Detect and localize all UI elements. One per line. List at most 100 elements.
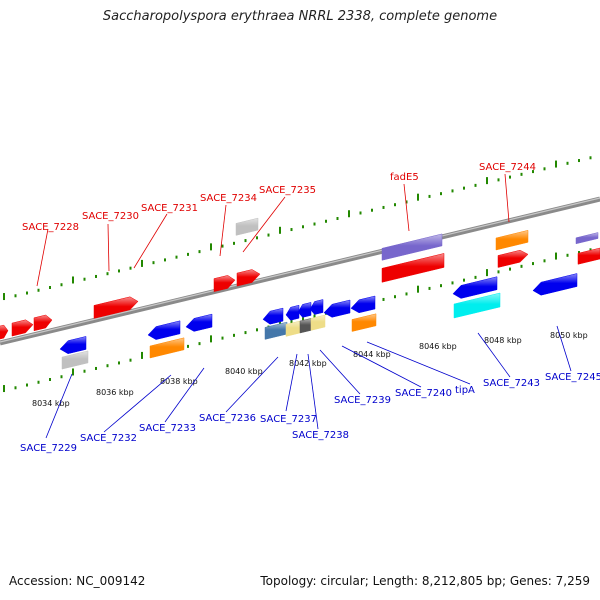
minor-tick xyxy=(520,264,523,268)
chromosome-track-highlight xyxy=(0,197,600,343)
major-tick xyxy=(348,210,350,218)
leader-line-top xyxy=(107,223,110,272)
minor-tick xyxy=(440,192,442,196)
gene-forward xyxy=(495,229,529,251)
minor-tick xyxy=(589,156,592,160)
minor-tick xyxy=(129,358,132,362)
minor-tick xyxy=(428,194,431,198)
gene-reverse xyxy=(299,318,312,334)
gene-reverse xyxy=(297,302,312,318)
gene-forward xyxy=(0,324,9,340)
minor-tick xyxy=(106,364,109,368)
minor-tick xyxy=(221,336,224,340)
scale-tick-label: 8036 kbp xyxy=(96,388,134,397)
minor-tick xyxy=(118,361,120,365)
gene-label-bottom: SACE_7239 xyxy=(334,395,391,406)
major-tick xyxy=(555,252,557,260)
gene-label-bottom: SACE_7232 xyxy=(80,433,137,444)
major-tick xyxy=(210,335,212,343)
leader-line-bottom xyxy=(319,349,361,395)
major-tick xyxy=(141,259,143,267)
minor-tick xyxy=(290,228,293,232)
minor-tick xyxy=(451,189,454,193)
gene-reverse xyxy=(61,350,89,370)
minor-tick xyxy=(428,286,431,290)
minor-tick xyxy=(405,292,408,296)
minor-tick xyxy=(129,266,132,270)
minor-tick xyxy=(233,333,235,337)
minor-tick xyxy=(336,217,339,220)
leader-line-bottom xyxy=(285,353,298,412)
leader-line-bottom xyxy=(103,374,172,433)
leader-line-top xyxy=(36,228,49,287)
leader-line-bottom xyxy=(307,353,319,430)
gene-label-bottom: SACE_7243 xyxy=(483,378,540,389)
leader-line-top xyxy=(133,213,168,269)
leader-line-top xyxy=(242,196,286,253)
genome-title: Saccharopolyspora erythraea NRRL 2338, c… xyxy=(102,9,498,24)
gene-forward xyxy=(93,296,139,319)
gene-label-bottom: SACE_7229 xyxy=(20,443,77,454)
minor-tick xyxy=(313,222,316,226)
major-tick xyxy=(486,269,488,277)
minor-tick xyxy=(578,159,580,163)
leader-line-bottom xyxy=(477,332,511,378)
chromosome-track xyxy=(0,196,600,346)
gene-forward xyxy=(11,319,34,337)
major-tick xyxy=(3,385,5,393)
gene-forward xyxy=(213,275,236,292)
gene-reverse xyxy=(262,307,284,325)
gene-label-top: SACE_7228 xyxy=(22,222,79,233)
minor-tick xyxy=(566,161,569,165)
leader-line-bottom xyxy=(341,345,422,388)
minor-tick xyxy=(83,369,86,373)
minor-tick xyxy=(49,378,51,381)
gene-label-top: SACE_7231 xyxy=(141,203,198,214)
gene-label-bottom: SACE_7237 xyxy=(260,414,317,425)
minor-tick xyxy=(164,258,166,262)
major-tick xyxy=(279,318,281,326)
minor-tick xyxy=(359,211,362,215)
minor-tick xyxy=(313,314,316,318)
minor-tick xyxy=(302,225,304,229)
minor-tick xyxy=(187,344,189,348)
minor-tick xyxy=(198,250,201,254)
minor-tick xyxy=(382,297,385,301)
minor-tick xyxy=(175,255,178,259)
minor-tick xyxy=(244,239,247,243)
minor-tick xyxy=(152,261,155,265)
minor-tick xyxy=(14,294,17,298)
minor-tick xyxy=(509,175,511,179)
gene-label-top: SACE_7230 xyxy=(82,211,139,222)
gene-forward xyxy=(575,232,599,245)
leader-line-bottom xyxy=(556,325,572,372)
minor-tick xyxy=(405,200,408,204)
leader-line-bottom xyxy=(164,367,205,423)
gene-label-bottom: SACE_7245 xyxy=(545,372,600,383)
minor-tick xyxy=(497,178,500,182)
leader-line-top xyxy=(403,183,410,232)
minor-tick xyxy=(543,259,546,263)
minor-tick xyxy=(382,205,385,209)
minor-tick xyxy=(221,244,224,248)
gene-reverse xyxy=(452,276,498,299)
minor-tick xyxy=(394,295,396,299)
gene-forward xyxy=(381,233,443,261)
leader-line-top xyxy=(219,204,227,257)
accession-text: Accession: NC_009142 xyxy=(9,574,146,588)
minor-tick xyxy=(440,284,442,288)
minor-tick xyxy=(95,366,97,370)
gene-reverse xyxy=(309,299,324,315)
leader-line-top xyxy=(504,173,510,223)
gene-reverse xyxy=(350,295,376,314)
gene-reverse xyxy=(264,321,288,340)
gene-reverse xyxy=(147,320,181,340)
gene-label-bottom: SACE_7240 xyxy=(395,388,452,399)
minor-tick xyxy=(26,383,28,387)
major-tick xyxy=(279,226,281,234)
minor-tick xyxy=(290,320,293,324)
major-tick xyxy=(417,285,419,293)
major-tick xyxy=(141,351,143,359)
minor-tick xyxy=(244,331,247,335)
minor-tick xyxy=(474,275,477,279)
